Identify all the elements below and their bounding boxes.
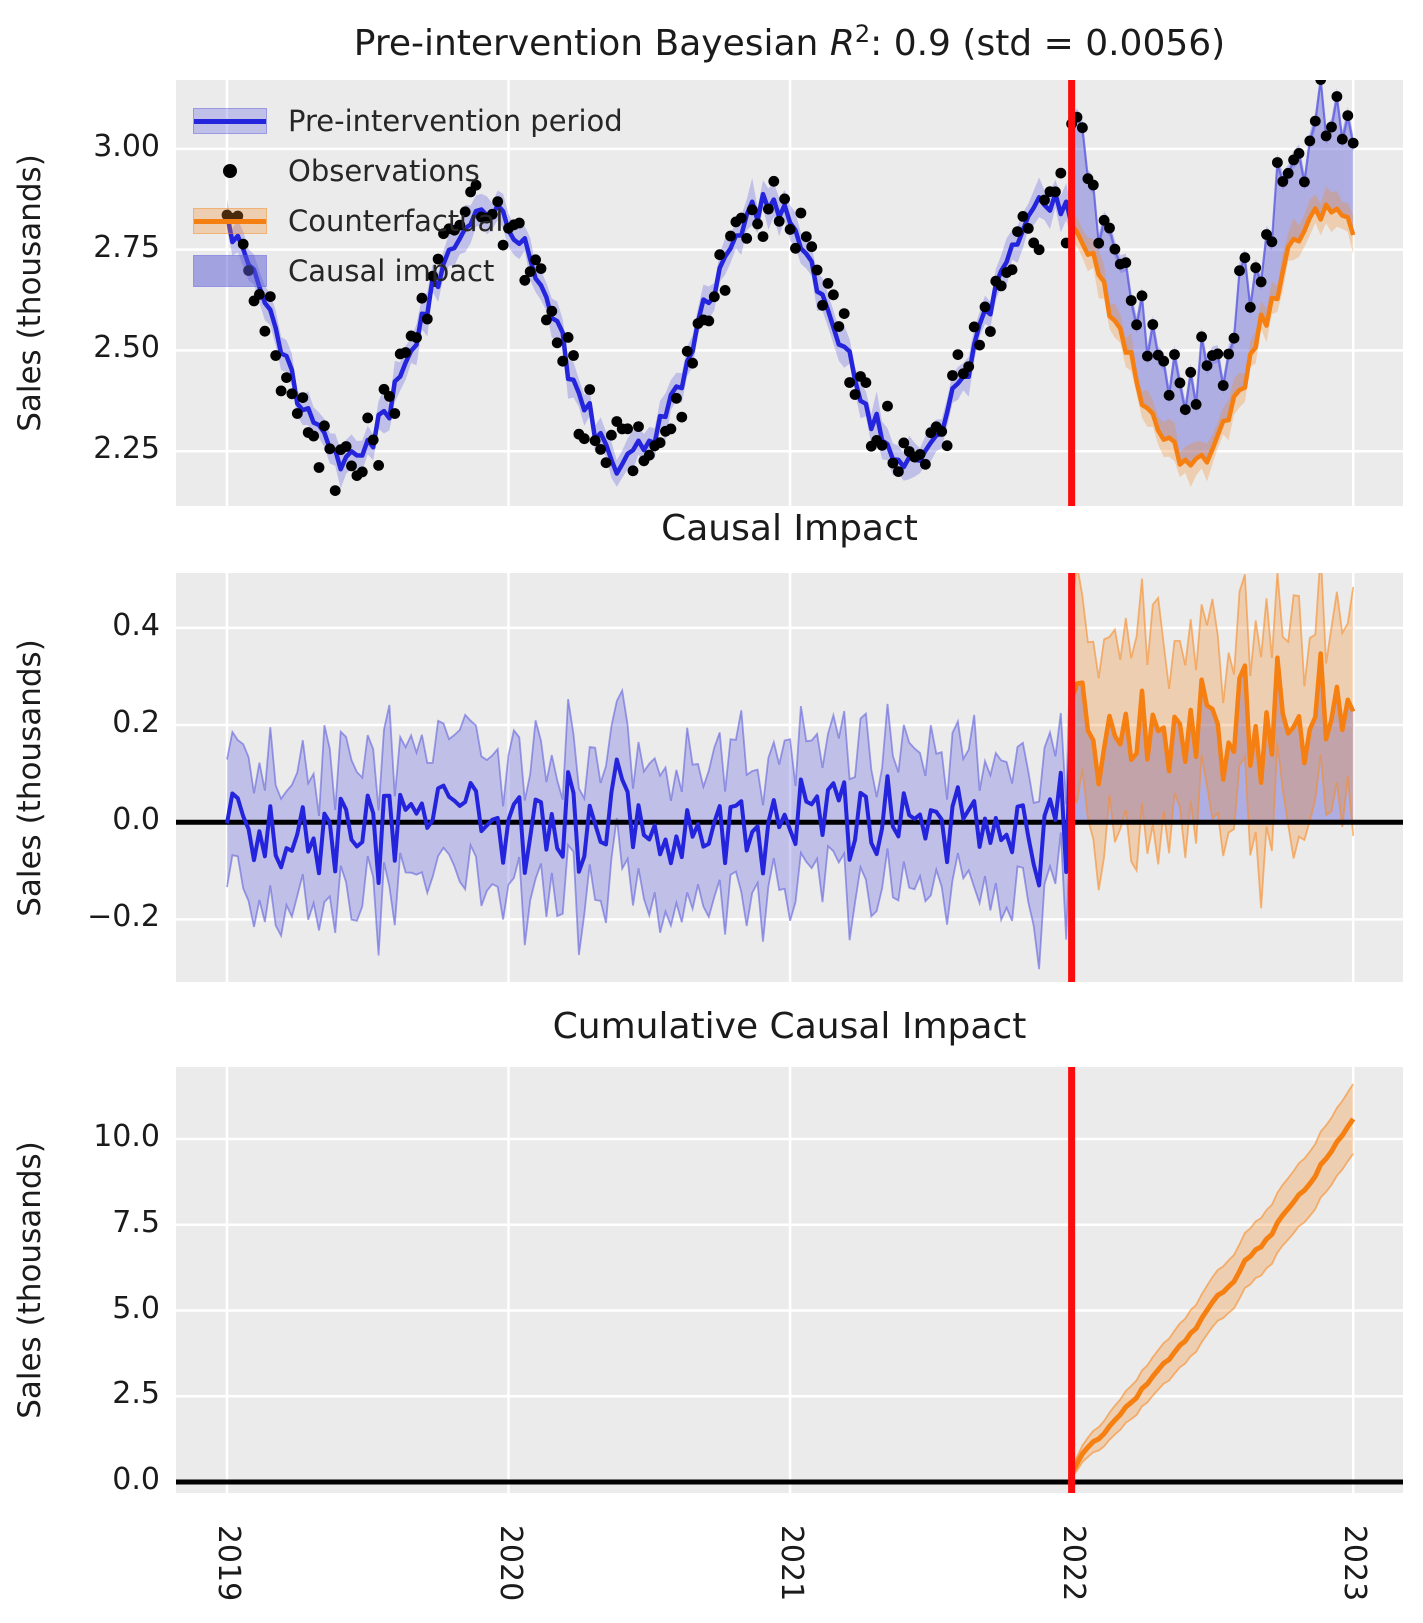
panel-impact <box>176 573 1403 982</box>
panel-cumulative <box>176 1067 1403 1493</box>
y-tick-label: 2.50 <box>93 330 160 366</box>
y-tick-label: 0.0 <box>112 802 160 838</box>
legend-item-counterfactual: Counterfactual <box>193 196 623 246</box>
impact-pre-band <box>227 607 1072 970</box>
y-tick-label: −0.2 <box>87 899 160 935</box>
x-tick-label: 2021 <box>774 1524 810 1602</box>
legend-label-observations: Observations <box>288 154 480 188</box>
y-tick-label: 3.00 <box>93 128 160 164</box>
observations-dots <box>221 80 1359 496</box>
impact-post-band-upper-edge <box>1070 573 1355 704</box>
y-tick-label: 5.0 <box>112 1290 160 1326</box>
title-prefix: Pre-intervention Bayesian <box>353 23 830 64</box>
impact-pre-line <box>225 700 1074 888</box>
panel-2-title: Causal Impact <box>661 508 918 549</box>
panel-1-ylabel: Sales (thousands) <box>12 154 48 432</box>
panel-2-ylabel: Sales (thousands) <box>12 638 48 917</box>
impact-post-band <box>1071 573 1354 909</box>
panel-3-title: Cumulative Causal Impact <box>552 1006 1027 1047</box>
x-tick-label: 2023 <box>1337 1524 1373 1602</box>
pre-intervention-line <box>224 191 1074 476</box>
cumulative-band-upper-edge <box>1070 1083 1354 1469</box>
impact-pre-band-upper-edge <box>226 607 1073 817</box>
causal-impact-patch-swatch <box>193 255 267 287</box>
observations-dot-swatch <box>194 159 266 183</box>
impact-post-band-lower-edge <box>1070 743 1355 909</box>
y-tick-label: 2.25 <box>93 431 160 467</box>
legend: Pre-intervention period Observations Cou… <box>193 96 623 296</box>
y-tick-label: 10.0 <box>93 1119 160 1155</box>
impact-post-line <box>1069 651 1356 787</box>
cumulative-band-lower-edge <box>1070 1153 1354 1479</box>
y-tick-label: 7.5 <box>112 1204 160 1240</box>
x-tick-label: 2019 <box>210 1524 246 1602</box>
counterfactual-line-swatch <box>193 208 267 234</box>
cumulative-band <box>1071 1083 1354 1479</box>
r-squared-symbol: R <box>829 23 855 64</box>
pre-intervention-band <box>227 177 1072 489</box>
y-tick-label: 0.2 <box>112 705 160 741</box>
pre-intervention-line-swatch <box>193 108 267 134</box>
counterfactual-line <box>1069 202 1356 468</box>
legend-label-pre-intervention: Pre-intervention period <box>288 104 623 138</box>
x-tick-label: 2020 <box>492 1524 528 1602</box>
y-tick-label: 2.5 <box>112 1376 160 1412</box>
y-tick-label: 0.4 <box>112 607 160 643</box>
legend-item-causal-impact: Causal impact <box>193 246 623 296</box>
panel-1-title: Pre-intervention Bayesian R2: 0.9 (std =… <box>176 20 1403 64</box>
impact-pre-band-lower-edge <box>226 794 1073 970</box>
legend-item-observations: Observations <box>194 146 623 196</box>
r-squared-exponent: 2 <box>854 20 871 48</box>
y-tick-label: 0.0 <box>112 1462 160 1498</box>
legend-label-causal-impact: Causal impact <box>288 254 495 288</box>
title-suffix: : 0.9 (std = 0.0056) <box>870 23 1226 64</box>
y-tick-label: 2.75 <box>93 229 160 265</box>
legend-label-counterfactual: Counterfactual <box>288 204 504 238</box>
cumulative-line <box>1069 1117 1356 1475</box>
causal-impact-fill <box>1071 80 1354 466</box>
legend-item-pre-intervention: Pre-intervention period <box>193 96 623 146</box>
x-tick-label: 2022 <box>1055 1524 1091 1602</box>
panel-model-fit <box>176 80 1403 506</box>
